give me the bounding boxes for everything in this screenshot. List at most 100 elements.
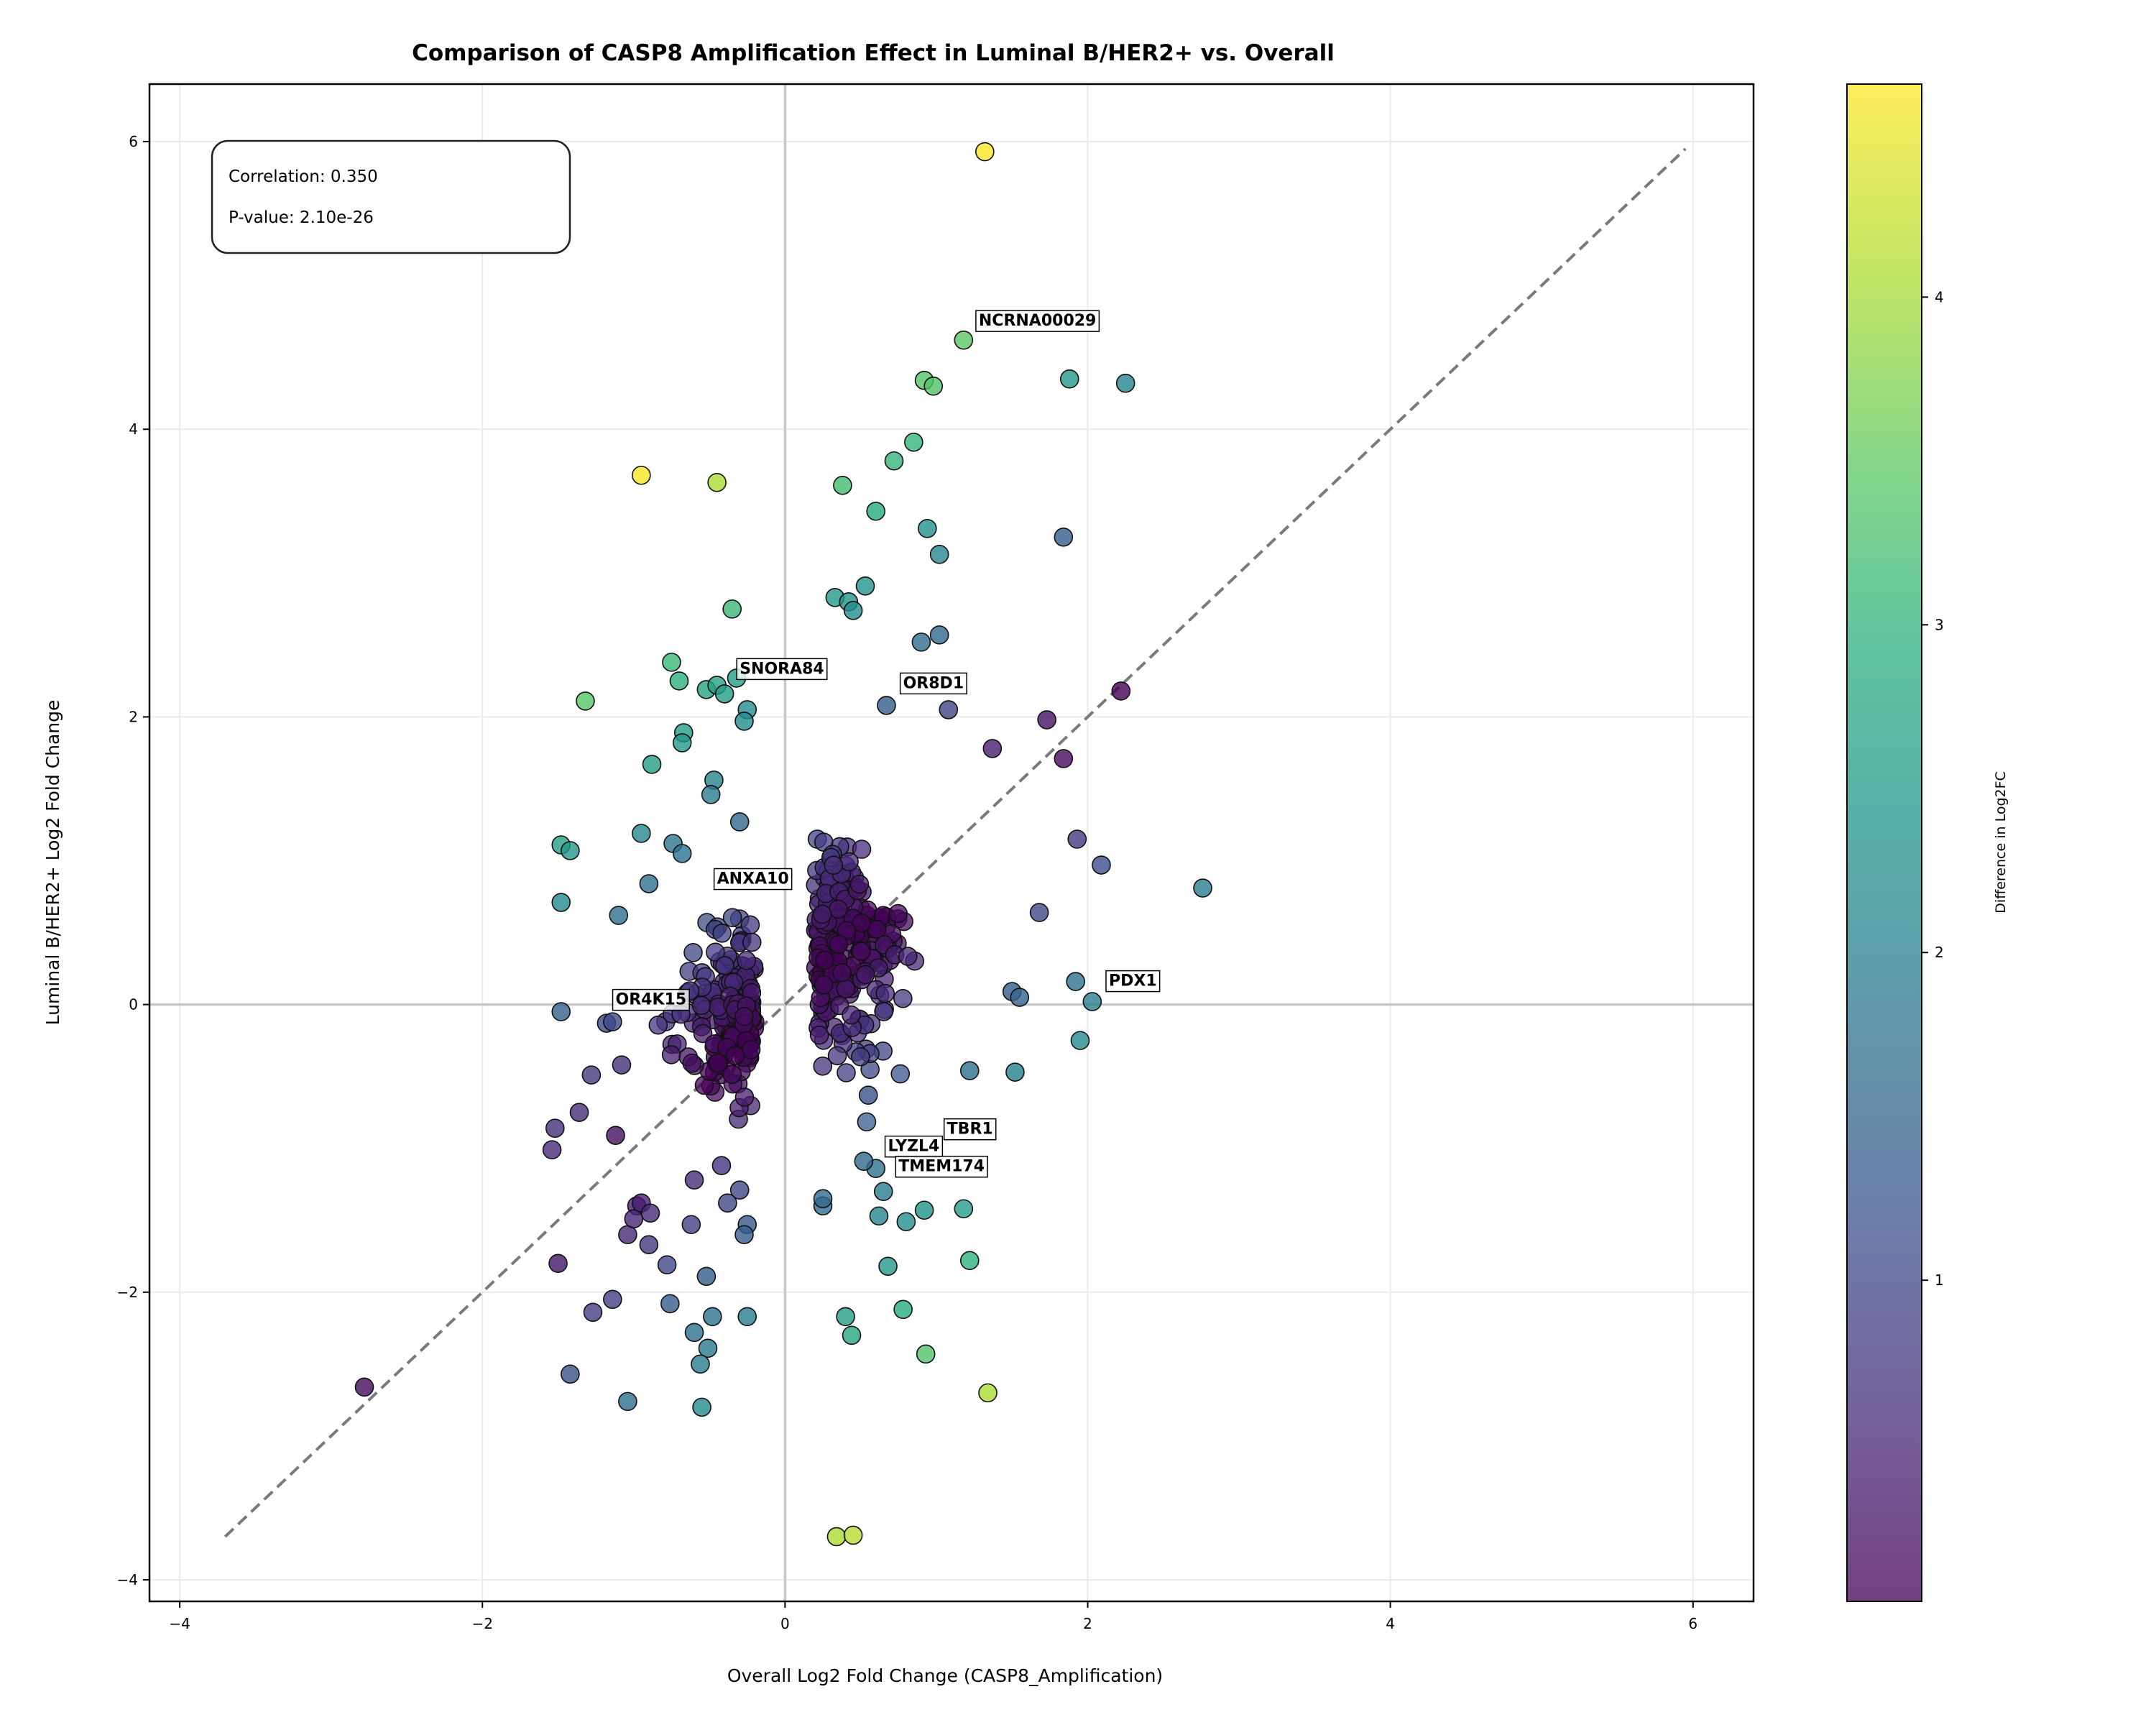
scatter-point <box>843 601 863 620</box>
scatter-point <box>954 1199 974 1219</box>
scatter-point <box>839 852 859 872</box>
stats-p-value: P-value: 2.10e-26 <box>229 208 374 227</box>
scatter-point <box>684 1170 704 1190</box>
scatter-point <box>648 1015 668 1035</box>
gene-label-box <box>736 658 828 681</box>
scatter-point <box>551 1002 571 1021</box>
scatter-point <box>603 1012 622 1031</box>
gene-label: TMEM174 <box>898 1158 985 1176</box>
scatter-point <box>561 841 580 860</box>
gene-label: LYZL4 <box>888 1138 940 1156</box>
scatter-point <box>712 924 732 943</box>
scatter-point <box>812 904 832 924</box>
scatter-point <box>855 965 875 985</box>
gene-label: OR4K15 <box>616 991 687 1009</box>
gene-annotation: NCRNA00029 <box>975 310 1100 332</box>
scatter-point <box>829 934 849 954</box>
scatter-point <box>691 995 711 1016</box>
scatter-point <box>698 1338 718 1358</box>
scatter-point <box>682 1053 702 1073</box>
gene-label: OR8D1 <box>903 674 964 692</box>
stats-box-frame <box>211 139 571 254</box>
scatter-point <box>737 1307 757 1327</box>
scatter-point <box>836 1307 855 1327</box>
scatter-point <box>609 906 629 925</box>
scatter-point <box>833 475 852 495</box>
scatter-point <box>1029 903 1049 922</box>
scatter-point <box>725 1046 745 1065</box>
colorbar-tick-label: 2 <box>1935 944 1944 961</box>
scatter-point <box>734 1087 755 1107</box>
scatter-point <box>603 1289 622 1310</box>
scatter-point <box>826 1527 847 1547</box>
scatter-point <box>923 376 944 396</box>
scatter-point <box>729 812 750 832</box>
gene-label-box <box>612 988 690 1011</box>
scatter-point <box>1066 972 1085 991</box>
scatter-point <box>954 330 974 350</box>
gene-label-box <box>899 672 967 695</box>
scatter-point <box>561 1364 580 1384</box>
scatter-point <box>1082 992 1102 1011</box>
stats-correlation: Correlation: 0.350 <box>229 167 378 186</box>
y-tick-label: 4 <box>129 420 138 438</box>
scatter-point <box>581 1065 602 1085</box>
scatter-point <box>1115 373 1135 393</box>
y-tick-label: −2 <box>117 1284 138 1301</box>
scatter-point <box>939 700 959 719</box>
scatter-point <box>542 1140 562 1160</box>
scatter-point <box>706 942 725 962</box>
scatter-point <box>836 979 856 999</box>
y-tick-label: 2 <box>129 708 138 725</box>
scatter-point <box>683 943 703 962</box>
scatter-point <box>929 625 949 645</box>
gene-annotation: TBR1 <box>943 1118 997 1141</box>
scatter-point <box>1054 527 1074 547</box>
chart-title: Comparison of CASP8 Amplification Effect… <box>412 40 1335 66</box>
scatter-point <box>852 840 872 859</box>
scatter-point <box>896 1212 916 1232</box>
scatter-point <box>813 1057 833 1076</box>
scatter-point <box>740 915 760 935</box>
scatter-point <box>642 755 662 774</box>
scatter-point <box>809 1025 829 1045</box>
scatter-point <box>696 1266 717 1287</box>
scatter-point <box>722 908 742 927</box>
scatter-point <box>657 1255 677 1275</box>
gene-label: NCRNA00029 <box>979 312 1096 330</box>
scatter-point <box>888 903 908 924</box>
scatter-point <box>672 733 692 753</box>
scatter-point <box>1193 878 1212 898</box>
scatter-point <box>734 1225 754 1245</box>
scatter-point <box>714 684 734 704</box>
gene-label-box <box>975 310 1100 332</box>
y-tick-label: 0 <box>129 996 138 1013</box>
scatter-point <box>978 1383 998 1403</box>
scatter-point <box>849 874 870 894</box>
gene-label-box <box>713 868 793 891</box>
scatter-point <box>545 1118 565 1138</box>
gene-annotation: SNORA84 <box>736 658 828 681</box>
scatter-point <box>824 855 844 875</box>
colorbar-label: Difference in Log2FC <box>1993 771 2009 914</box>
scatter-point <box>1037 710 1056 730</box>
colorbar-tick-label: 4 <box>1935 288 1944 305</box>
scatter-point <box>898 947 918 966</box>
scatter-point <box>829 899 848 919</box>
scatter-point <box>857 1112 877 1132</box>
x-axis-label: Overall Log2 Fold Change (CASP8_Amplific… <box>727 1665 1163 1686</box>
gene-annotation: PDX1 <box>1105 970 1161 993</box>
scatter-point <box>959 1251 980 1271</box>
scatter-point <box>640 1203 660 1223</box>
scatter-point <box>877 696 896 715</box>
scatter-point <box>814 975 834 995</box>
scatter-point <box>729 1180 750 1200</box>
scatter-point <box>959 1061 980 1080</box>
scatter-point <box>1092 855 1111 875</box>
scatter-point <box>576 691 595 711</box>
scatter-point <box>734 1006 754 1026</box>
scatter-point <box>722 1064 742 1085</box>
gene-label-box <box>895 1155 988 1178</box>
